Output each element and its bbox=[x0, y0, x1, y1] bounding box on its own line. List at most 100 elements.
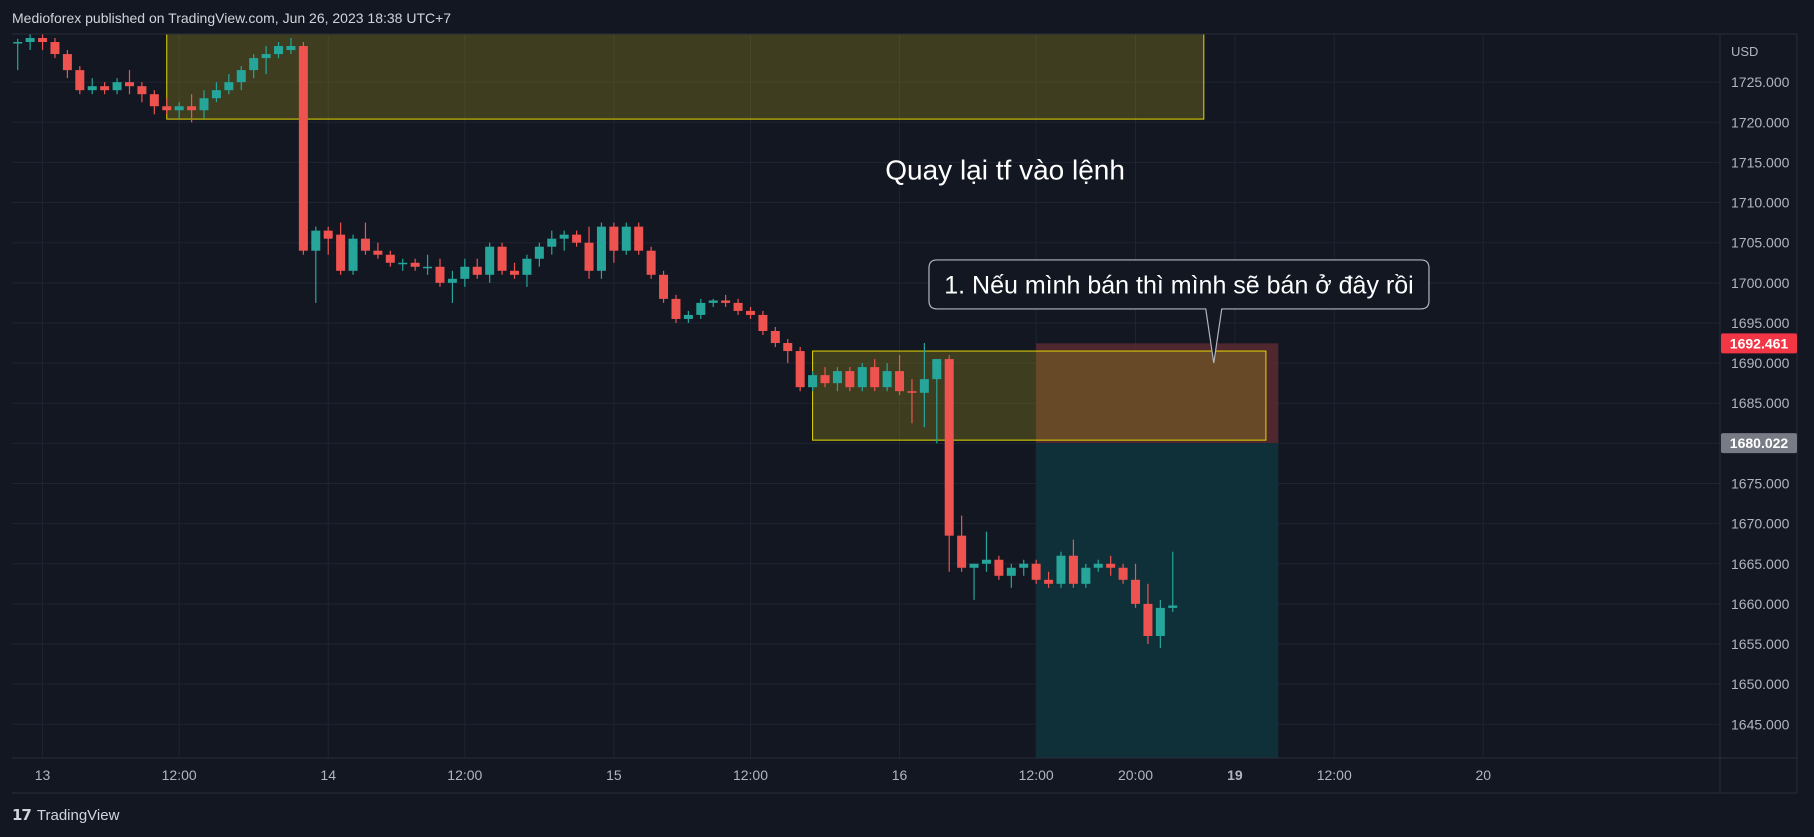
candle[interactable] bbox=[100, 82, 110, 95]
candle[interactable] bbox=[534, 242, 544, 267]
candle[interactable] bbox=[199, 90, 209, 119]
candle[interactable] bbox=[584, 226, 594, 279]
candle[interactable] bbox=[1056, 551, 1066, 588]
candle[interactable] bbox=[348, 234, 358, 275]
candle[interactable] bbox=[621, 222, 631, 255]
candle[interactable] bbox=[758, 310, 768, 335]
candle[interactable] bbox=[385, 250, 395, 267]
candle[interactable] bbox=[895, 355, 905, 396]
callout-annotation[interactable]: 1. Nếu mình bán thì mình sẽ bán ở đây rồ… bbox=[928, 259, 1430, 364]
candle[interactable] bbox=[944, 355, 954, 572]
candles[interactable] bbox=[13, 34, 1178, 649]
candle[interactable] bbox=[845, 367, 855, 392]
candle[interactable] bbox=[683, 310, 693, 323]
candle[interactable] bbox=[733, 298, 743, 315]
candle[interactable] bbox=[38, 34, 48, 51]
candle[interactable] bbox=[236, 66, 246, 91]
candle[interactable] bbox=[137, 82, 147, 103]
candle[interactable] bbox=[981, 531, 991, 572]
candle[interactable] bbox=[957, 515, 967, 572]
candle[interactable] bbox=[609, 222, 619, 263]
candle[interactable] bbox=[572, 230, 582, 247]
annotations[interactable]: Quay lại tf vào lệnh 1. Nếu mình bán thì … bbox=[885, 154, 1430, 364]
candle[interactable] bbox=[50, 38, 60, 59]
candle[interactable] bbox=[696, 298, 706, 319]
candle[interactable] bbox=[211, 82, 221, 103]
candle[interactable] bbox=[1155, 599, 1165, 649]
candle[interactable] bbox=[336, 222, 346, 275]
candle[interactable] bbox=[249, 54, 259, 79]
candle[interactable] bbox=[485, 242, 495, 283]
candle[interactable] bbox=[1044, 571, 1054, 588]
candle[interactable] bbox=[472, 258, 482, 279]
stop-loss-zone[interactable] bbox=[1036, 343, 1279, 444]
candle[interactable] bbox=[969, 563, 979, 600]
candle[interactable] bbox=[323, 226, 333, 255]
candle[interactable] bbox=[112, 78, 122, 95]
candle[interactable] bbox=[671, 294, 681, 323]
supply-zone[interactable] bbox=[812, 350, 1267, 441]
candle[interactable] bbox=[808, 371, 818, 392]
candle[interactable] bbox=[882, 363, 892, 392]
candle[interactable] bbox=[224, 74, 234, 95]
candle[interactable] bbox=[25, 34, 35, 51]
candle[interactable] bbox=[659, 270, 669, 303]
candle[interactable] bbox=[1143, 583, 1153, 645]
candle[interactable] bbox=[1081, 563, 1091, 588]
candle[interactable] bbox=[870, 359, 880, 392]
candle[interactable] bbox=[62, 50, 72, 79]
candle[interactable] bbox=[311, 226, 321, 303]
candle[interactable] bbox=[274, 42, 284, 59]
candle[interactable] bbox=[187, 94, 197, 123]
candle[interactable] bbox=[298, 42, 308, 255]
candle[interactable] bbox=[286, 38, 296, 55]
candle[interactable] bbox=[907, 379, 917, 424]
candle[interactable] bbox=[360, 222, 370, 255]
candle[interactable] bbox=[721, 294, 731, 307]
candle[interactable] bbox=[261, 46, 271, 75]
candle[interactable] bbox=[87, 78, 97, 95]
candle[interactable] bbox=[75, 66, 85, 95]
candle[interactable] bbox=[13, 38, 23, 71]
candle[interactable] bbox=[994, 555, 1004, 580]
candle[interactable] bbox=[447, 270, 457, 303]
candle[interactable] bbox=[547, 230, 557, 255]
candle[interactable] bbox=[522, 254, 532, 287]
candle[interactable] bbox=[634, 222, 644, 255]
candle[interactable] bbox=[770, 326, 780, 348]
annotation-text[interactable]: Quay lại tf vào lệnh bbox=[885, 154, 1125, 185]
candle[interactable] bbox=[460, 258, 470, 287]
candle[interactable] bbox=[373, 242, 383, 259]
candle[interactable] bbox=[832, 367, 842, 392]
candle[interactable] bbox=[1106, 555, 1116, 576]
candle[interactable] bbox=[745, 306, 755, 319]
supply-zone[interactable] bbox=[166, 34, 1205, 120]
candle[interactable] bbox=[783, 339, 793, 364]
candle[interactable] bbox=[162, 98, 172, 115]
candle[interactable] bbox=[149, 90, 159, 115]
candle[interactable] bbox=[410, 258, 420, 271]
candle[interactable] bbox=[919, 343, 929, 428]
candle[interactable] bbox=[435, 258, 445, 287]
candle[interactable] bbox=[1068, 539, 1078, 588]
candle[interactable] bbox=[708, 298, 718, 307]
candle[interactable] bbox=[1031, 559, 1041, 584]
candle[interactable] bbox=[559, 230, 569, 251]
candle[interactable] bbox=[124, 70, 134, 95]
candle[interactable] bbox=[820, 367, 830, 388]
candle[interactable] bbox=[795, 347, 805, 392]
candle[interactable] bbox=[1168, 551, 1178, 612]
candle[interactable] bbox=[1093, 559, 1103, 572]
candle[interactable] bbox=[1006, 563, 1016, 588]
candle[interactable] bbox=[497, 242, 507, 275]
candle[interactable] bbox=[398, 258, 408, 271]
candle[interactable] bbox=[174, 102, 184, 119]
take-profit-zone[interactable] bbox=[1036, 443, 1279, 758]
candle[interactable] bbox=[646, 246, 656, 279]
candle[interactable] bbox=[1131, 563, 1141, 608]
candle[interactable] bbox=[1118, 563, 1128, 584]
candle[interactable] bbox=[596, 222, 606, 279]
candle[interactable] bbox=[423, 254, 433, 275]
candle[interactable] bbox=[510, 262, 520, 279]
